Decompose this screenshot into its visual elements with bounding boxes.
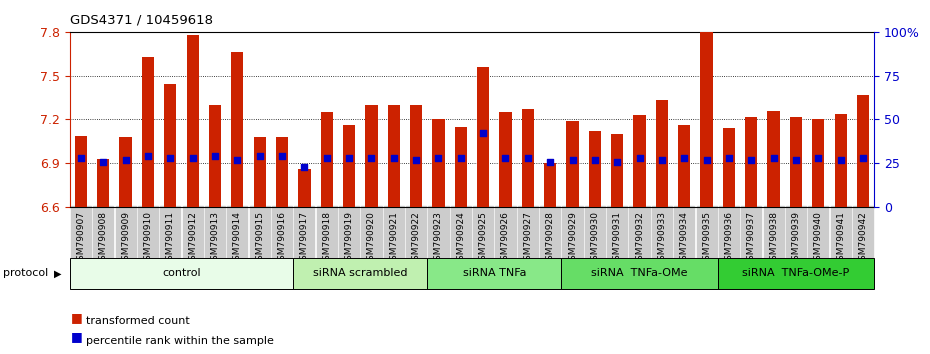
Point — [565, 157, 580, 162]
Bar — [74, 136, 87, 207]
Text: ■: ■ — [71, 311, 83, 324]
Bar — [410, 105, 422, 207]
Point — [856, 155, 870, 161]
Point — [207, 153, 222, 159]
Bar — [427, 258, 562, 289]
Point — [386, 155, 401, 161]
Bar — [633, 115, 645, 207]
Point — [677, 155, 692, 161]
Point — [185, 155, 200, 161]
Point — [408, 157, 423, 162]
Point — [632, 155, 647, 161]
Bar — [611, 134, 623, 207]
Text: transformed count: transformed count — [86, 316, 191, 326]
Point — [833, 157, 848, 162]
Point — [230, 157, 245, 162]
Bar — [700, 32, 712, 207]
Point — [543, 159, 558, 164]
Point — [610, 159, 625, 164]
Bar — [718, 258, 874, 289]
Point — [655, 157, 670, 162]
Bar — [209, 105, 221, 207]
Point — [297, 164, 312, 170]
Bar — [187, 35, 199, 207]
Bar — [566, 121, 578, 207]
Bar — [343, 125, 355, 207]
Bar — [141, 57, 154, 207]
Text: siRNA  TNFa-OMe: siRNA TNFa-OMe — [591, 268, 688, 279]
Bar — [165, 84, 177, 207]
Bar — [97, 159, 110, 207]
Point — [364, 155, 379, 161]
Bar — [293, 258, 427, 289]
Point — [722, 155, 737, 161]
Bar — [70, 258, 293, 289]
Text: GDS4371 / 10459618: GDS4371 / 10459618 — [70, 13, 213, 27]
Point — [789, 157, 804, 162]
Bar — [254, 137, 266, 207]
Bar — [232, 52, 244, 207]
Text: siRNA  TNFa-OMe-P: siRNA TNFa-OMe-P — [742, 268, 850, 279]
Point — [498, 155, 513, 161]
Point — [453, 155, 468, 161]
Text: ▶: ▶ — [54, 268, 61, 278]
Point — [588, 157, 603, 162]
Bar — [522, 109, 534, 207]
Bar — [477, 67, 489, 207]
Text: protocol: protocol — [3, 268, 48, 278]
Point — [431, 155, 445, 161]
Bar — [834, 114, 847, 207]
Bar — [745, 116, 757, 207]
Text: siRNA scrambled: siRNA scrambled — [313, 268, 407, 279]
Bar — [812, 119, 825, 207]
Point — [766, 155, 781, 161]
Bar — [455, 127, 467, 207]
Point — [73, 155, 88, 161]
Point — [476, 131, 491, 136]
Bar — [499, 112, 512, 207]
Bar — [723, 128, 735, 207]
Bar — [656, 101, 668, 207]
Point — [699, 157, 714, 162]
Bar — [299, 169, 311, 207]
Bar — [790, 116, 803, 207]
Bar — [276, 137, 288, 207]
Bar — [365, 105, 378, 207]
Text: siRNA TNFa: siRNA TNFa — [462, 268, 526, 279]
Text: control: control — [162, 268, 201, 279]
Point — [163, 155, 178, 161]
Bar — [388, 105, 400, 207]
Point — [118, 157, 133, 162]
Bar — [432, 119, 445, 207]
Point — [744, 157, 759, 162]
Text: ■: ■ — [71, 330, 83, 343]
Text: percentile rank within the sample: percentile rank within the sample — [86, 336, 274, 346]
Point — [521, 155, 536, 161]
Bar — [589, 131, 601, 207]
Bar — [544, 163, 556, 207]
Point — [341, 155, 356, 161]
Point — [252, 153, 267, 159]
Point — [96, 159, 111, 164]
Bar — [857, 95, 870, 207]
Point — [811, 155, 826, 161]
Point — [319, 155, 334, 161]
Point — [274, 153, 289, 159]
Bar — [119, 137, 132, 207]
Bar — [562, 258, 718, 289]
Bar — [321, 112, 333, 207]
Point — [140, 153, 155, 159]
Bar — [678, 125, 690, 207]
Bar — [767, 111, 779, 207]
